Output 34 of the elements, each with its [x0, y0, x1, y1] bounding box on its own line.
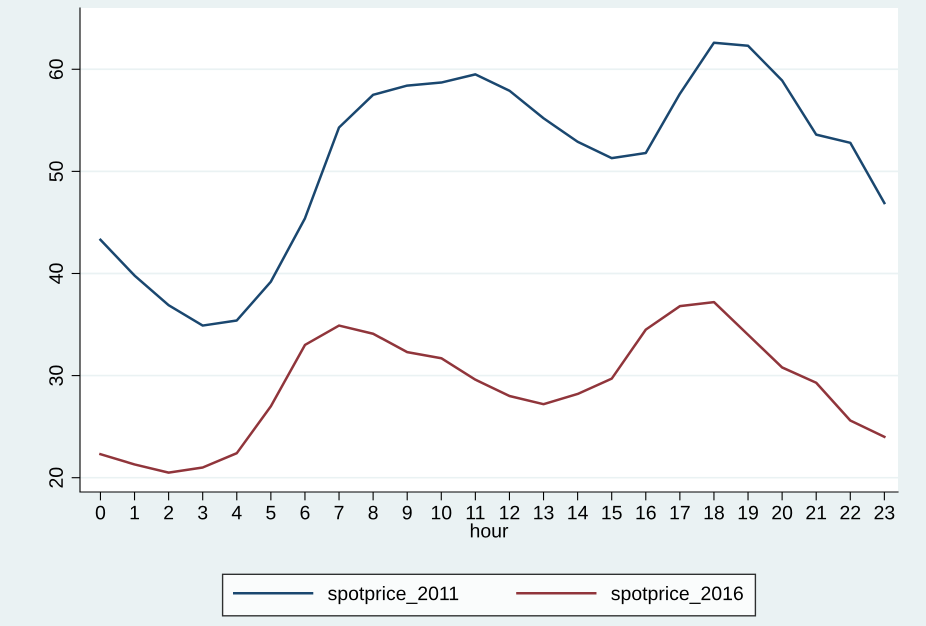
- y-tick-label: 20: [49, 468, 63, 488]
- x-tick-label: 4: [232, 506, 242, 520]
- x-tick-label: 11: [466, 506, 485, 520]
- x-tick-label: 17: [670, 506, 690, 520]
- x-tick-label: 21: [806, 506, 826, 520]
- x-tick-label: 20: [772, 506, 792, 520]
- y-tick-label: 50: [49, 161, 63, 182]
- x-tick-label: 18: [704, 506, 724, 520]
- x-tick-label: 16: [636, 506, 656, 520]
- x-tick-label: 9: [402, 506, 412, 520]
- x-tick-label: 10: [432, 506, 452, 520]
- x-tick-label: 6: [300, 506, 310, 520]
- x-tick-label: 23: [874, 506, 894, 520]
- x-tick-label: 13: [534, 506, 554, 520]
- x-tick-label: 3: [198, 506, 208, 520]
- x-tick-label: 7: [334, 506, 344, 520]
- x-tick-label: 8: [368, 506, 378, 520]
- x-tick-label: 2: [164, 506, 174, 520]
- legend-label: spotprice_2016: [611, 586, 743, 604]
- y-tick-label: 30: [49, 366, 63, 386]
- x-tick-label: 15: [602, 506, 622, 520]
- x-tick-label: 14: [568, 506, 588, 520]
- line-series: [99, 41, 886, 327]
- y-tick-label: 40: [49, 263, 63, 284]
- x-tick-label: 12: [500, 506, 520, 520]
- y-tick-label: 60: [49, 59, 63, 80]
- x-tick-label: 19: [738, 506, 758, 520]
- x-tick-label: 1: [130, 506, 139, 520]
- x-tick-label: 0: [96, 506, 106, 520]
- x-tick-label: 5: [266, 506, 276, 520]
- x-axis-title: hour: [470, 523, 508, 538]
- line-series: [99, 300, 886, 474]
- x-tick-label: 22: [840, 506, 860, 520]
- legend-label: spotprice_2011: [328, 586, 458, 604]
